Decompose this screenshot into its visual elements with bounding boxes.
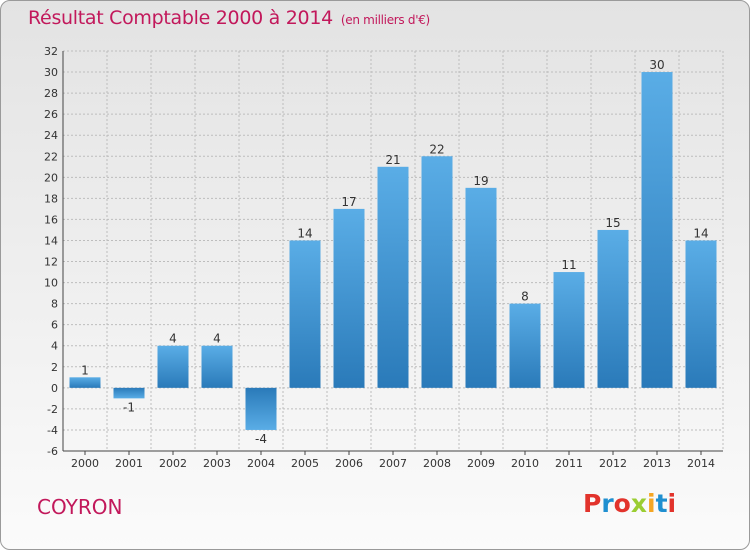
bar — [597, 229, 629, 388]
bar — [553, 272, 585, 388]
x-tick-label: 2008 — [423, 457, 451, 470]
x-tick-label: 2003 — [203, 457, 231, 470]
y-tick-label: 20 — [44, 171, 58, 184]
data-label: 14 — [297, 226, 312, 240]
chart-title: Résultat Comptable 2000 à 2014 (en millie… — [28, 7, 430, 29]
y-tick-label: 8 — [51, 298, 58, 311]
y-tick-label: -4 — [47, 424, 58, 437]
logo-letter: o — [613, 489, 631, 518]
data-label: -4 — [255, 432, 267, 446]
proxiti-logo[interactable]: Proxiti — [583, 489, 676, 518]
y-tick-label: -2 — [47, 403, 58, 416]
y-tick-label: 28 — [44, 87, 58, 100]
x-tick-label: 2000 — [71, 457, 99, 470]
x-tick-label: 2001 — [115, 457, 143, 470]
y-tick-label: 2 — [51, 361, 58, 374]
y-tick-label: 18 — [44, 192, 58, 205]
y-tick-label: 0 — [51, 382, 58, 395]
data-label: 4 — [169, 332, 177, 346]
y-tick-label: 24 — [44, 129, 58, 142]
bar — [641, 72, 673, 388]
x-tick-label: 2010 — [511, 457, 539, 470]
y-tick-label: 26 — [44, 108, 58, 121]
y-tick-label: 30 — [44, 66, 58, 79]
city-name: COYRON — [37, 495, 123, 519]
bar — [685, 240, 717, 388]
x-tick-label: 2014 — [687, 457, 715, 470]
y-tick-label: 6 — [51, 319, 58, 332]
bar — [69, 377, 101, 388]
data-label: 30 — [649, 58, 664, 72]
bar — [465, 187, 497, 388]
y-tick-label: 4 — [51, 340, 58, 353]
title-text: Résultat Comptable 2000 à 2014 — [28, 7, 333, 29]
x-tick-label: 2004 — [247, 457, 275, 470]
x-tick-label: 2002 — [159, 457, 187, 470]
bar — [201, 345, 233, 388]
logo-letter: i — [667, 489, 677, 518]
x-tick-label: 2009 — [467, 457, 495, 470]
x-tick-label: 2013 — [643, 457, 671, 470]
y-tick-label: 14 — [44, 234, 58, 247]
y-tick-label: 22 — [44, 150, 58, 163]
data-label: -1 — [123, 400, 135, 414]
x-tick-label: 2011 — [555, 457, 583, 470]
data-label: 11 — [561, 258, 576, 272]
bar — [421, 156, 453, 388]
data-label: 21 — [385, 153, 400, 167]
logo-letter: x — [630, 489, 647, 518]
data-label: 15 — [605, 216, 620, 230]
x-tick-label: 2006 — [335, 457, 363, 470]
y-tick-label: 32 — [44, 45, 58, 58]
x-tick-label: 2005 — [291, 457, 319, 470]
bar — [377, 166, 409, 388]
data-label: 22 — [429, 142, 444, 156]
bar — [157, 345, 189, 388]
y-tick-label: -6 — [47, 445, 58, 458]
data-label: 4 — [213, 332, 221, 346]
y-tick-label: 16 — [44, 213, 58, 226]
data-label: 14 — [693, 226, 708, 240]
logo-letter: P — [583, 489, 602, 518]
logo-letter: i — [647, 489, 656, 518]
data-label: 8 — [521, 290, 529, 304]
bar — [289, 240, 321, 388]
logo-letter: r — [601, 489, 614, 518]
logo-letter: t — [655, 489, 668, 518]
bar — [113, 387, 145, 399]
bar — [245, 387, 277, 430]
bar — [333, 208, 365, 388]
y-tick-label: 12 — [44, 256, 58, 269]
x-tick-label: 2012 — [599, 457, 627, 470]
x-tick-label: 2007 — [379, 457, 407, 470]
bar — [509, 303, 541, 388]
title-unit: (en milliers d'€) — [340, 13, 430, 27]
data-label: 1 — [81, 363, 89, 377]
y-tick-label: 10 — [44, 277, 58, 290]
data-label: 17 — [341, 195, 356, 209]
data-label: 19 — [473, 174, 488, 188]
